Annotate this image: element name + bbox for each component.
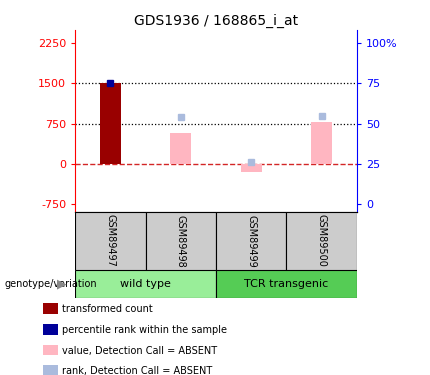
Text: GSM89500: GSM89500 — [316, 214, 327, 267]
Text: ▶: ▶ — [57, 278, 67, 291]
Text: GSM89498: GSM89498 — [176, 214, 186, 267]
Bar — [241, 164, 262, 172]
Text: GSM89497: GSM89497 — [105, 214, 116, 267]
Bar — [100, 83, 121, 164]
Bar — [216, 270, 357, 298]
Bar — [146, 212, 216, 270]
Text: TCR transgenic: TCR transgenic — [244, 279, 329, 289]
Text: transformed count: transformed count — [62, 304, 153, 314]
Text: wild type: wild type — [120, 279, 171, 289]
Text: GSM89499: GSM89499 — [246, 214, 256, 267]
Title: GDS1936 / 168865_i_at: GDS1936 / 168865_i_at — [134, 13, 298, 28]
Bar — [75, 212, 146, 270]
Bar — [75, 270, 216, 298]
Text: genotype/variation: genotype/variation — [4, 279, 97, 289]
Bar — [170, 133, 191, 164]
Text: value, Detection Call = ABSENT: value, Detection Call = ABSENT — [62, 346, 218, 355]
Text: percentile rank within the sample: percentile rank within the sample — [62, 325, 227, 335]
Bar — [216, 212, 286, 270]
Text: rank, Detection Call = ABSENT: rank, Detection Call = ABSENT — [62, 366, 212, 375]
Bar — [286, 212, 357, 270]
Bar — [311, 122, 332, 164]
